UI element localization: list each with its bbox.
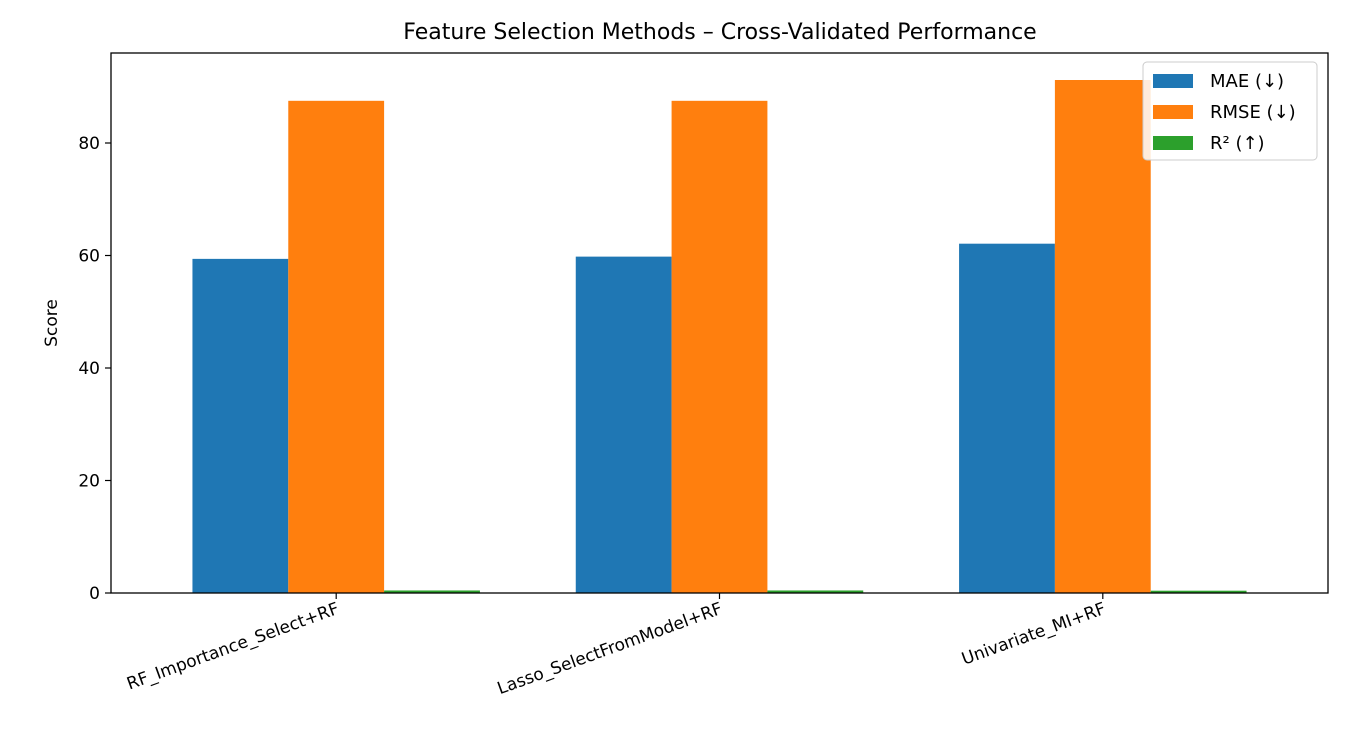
bar-series-2-cat-0 (384, 590, 480, 593)
legend-swatch-1 (1153, 105, 1193, 119)
y-tick-label-2: 40 (78, 359, 100, 379)
bars-group (192, 80, 1247, 593)
bar-series-1-cat-0 (288, 100, 385, 593)
bar-series-2-cat-2 (1150, 590, 1247, 593)
legend: MAE (↓) RMSE (↓) R² (↑) (1142, 61, 1318, 161)
bar-series-0-cat-2 (959, 243, 1055, 593)
legend-label-0: MAE (↓) (1210, 71, 1284, 92)
bar-series-1-cat-2 (1054, 80, 1151, 593)
bar-series-0-cat-0 (192, 258, 289, 593)
bar-series-0-cat-1 (575, 256, 672, 593)
bar-series-1-cat-1 (671, 100, 768, 593)
x-tick-label-0: RF_Importance_Select+RF (124, 599, 342, 695)
y-tick-label-0: 0 (89, 584, 100, 604)
legend-swatch-2 (1153, 136, 1193, 150)
bar-series-2-cat-1 (767, 590, 864, 593)
y-tick-label-3: 60 (78, 247, 100, 267)
plot-frame (110, 52, 1329, 594)
y-axis-label: Score (42, 299, 62, 347)
legend-label-1: RMSE (↓) (1210, 102, 1296, 123)
y-axis: 0 20 40 60 80 (78, 134, 111, 604)
legend-swatch-0 (1153, 74, 1193, 88)
x-tick-label-2: Univariate_MI+RF (959, 599, 1108, 670)
x-axis: RF_Importance_Select+RF Lasso_SelectFromM… (124, 593, 1109, 699)
x-tick-label-1: Lasso_SelectFromModel+RF (495, 599, 725, 699)
y-tick-label-4: 80 (78, 134, 100, 154)
legend-label-2: R² (↑) (1210, 133, 1265, 154)
chart-title: Feature Selection Methods – Cross-Valida… (403, 20, 1036, 45)
y-tick-label-1: 20 (78, 472, 100, 492)
